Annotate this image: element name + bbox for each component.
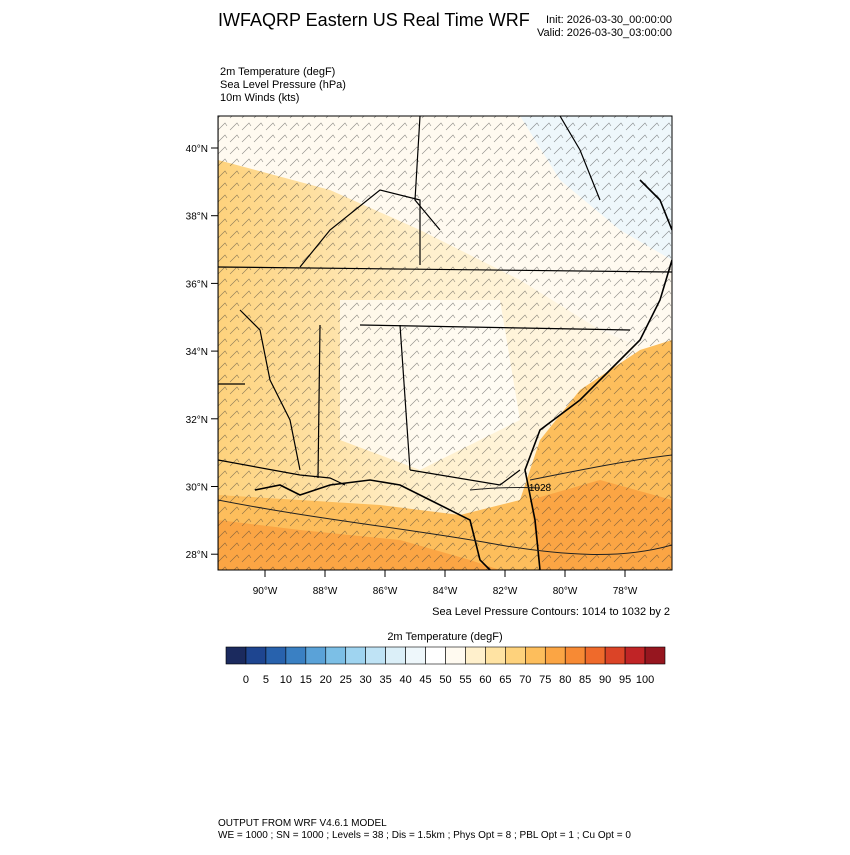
colorbar-label: 80: [559, 674, 571, 686]
colorbar-box: [624, 646, 646, 665]
colorbar-label: 0: [243, 674, 249, 686]
colorbar-box: [305, 646, 327, 665]
colorbar: 0 5 10 15 20 25 30 35 40 45 50 55 60 65 70 75 80 85 90 95 10…: [225, 646, 666, 686]
colorbar-box: [445, 646, 466, 665]
lat-tick-label: 28°N: [186, 550, 208, 561]
colorbar-box: [225, 646, 247, 665]
field-list: 2m Temperature (degF)Sea Level Pressure …: [220, 66, 346, 104]
field-label: Sea Level Pressure (hPa): [220, 79, 346, 91]
colorbar-label: 95: [619, 674, 631, 686]
map: [218, 116, 672, 570]
colorbar-box: [544, 646, 566, 665]
colorbar-box: [604, 646, 626, 665]
colorbar-label: 10: [280, 674, 292, 686]
colorbar-box: [345, 646, 366, 665]
lon-tick-label: 84°W: [433, 586, 458, 597]
colorbar-label: 100: [636, 674, 654, 686]
wind-barbs: [218, 116, 672, 570]
colorbar-box: [245, 646, 267, 665]
colorbar-label: 65: [499, 674, 511, 686]
colorbar-label: 30: [360, 674, 372, 686]
axis-ticks: 40°N 38°N 36°N 34°N 32°N 30°N 28°N 90°W 88°W 86°W…: [186, 144, 638, 597]
coastline: [254, 179, 672, 570]
lon-tick-label: 78°W: [613, 586, 638, 597]
colorbar-box: [385, 646, 406, 665]
lat-tick-label: 40°N: [186, 144, 208, 155]
footer-line: WE = 1000 ; SN = 1000 ; Levels = 38 ; Di…: [218, 830, 631, 841]
colorbar-label: 45: [419, 674, 431, 686]
colorbar-box: [465, 646, 486, 665]
valid-time: Valid: 2026-03-30_03:00:00: [537, 27, 672, 39]
colorbar-box: [525, 646, 546, 665]
colorbar-label: 55: [459, 674, 471, 686]
pressure-contours: [218, 454, 672, 555]
colorbar-label: 35: [380, 674, 392, 686]
lon-tick-label: 90°W: [253, 586, 278, 597]
colorbar-label: 90: [599, 674, 611, 686]
colorbar-box: [564, 646, 586, 665]
colorbar-box: [405, 646, 426, 665]
colorbar-label: 5: [263, 674, 269, 686]
colorbar-box: [505, 646, 526, 665]
lat-tick-label: 32°N: [186, 415, 208, 426]
field-label: 2m Temperature (degF): [220, 66, 335, 78]
colorbar-box: [325, 646, 347, 665]
colorbar-title: 2m Temperature (degF): [387, 631, 502, 643]
lat-tick-label: 38°N: [186, 212, 208, 223]
title: IWFAQRP Eastern US Real Time WRF: [218, 10, 530, 30]
lat-tick-label: 30°N: [186, 483, 208, 494]
colorbar-box: [584, 646, 606, 665]
colorbar-box: [265, 646, 287, 665]
colorbar-label: 60: [479, 674, 491, 686]
lon-tick-label: 86°W: [373, 586, 398, 597]
lon-tick-label: 80°W: [553, 586, 578, 597]
lat-tick-label: 34°N: [186, 347, 208, 358]
colorbar-label: 40: [399, 674, 411, 686]
colorbar-label: 20: [320, 674, 332, 686]
footer-line: OUTPUT FROM WRF V4.6.1 MODEL: [218, 818, 387, 829]
contour-label: 1028: [529, 483, 552, 494]
colorbar-label: 15: [300, 674, 312, 686]
lon-tick-label: 82°W: [493, 586, 518, 597]
colorbar-box: [285, 646, 307, 665]
contour-note: Sea Level Pressure Contours: 1014 to 103…: [432, 606, 670, 618]
colorbar-label: 25: [340, 674, 352, 686]
colorbar-box: [485, 646, 506, 665]
colorbar-label: 70: [519, 674, 531, 686]
lat-tick-label: 36°N: [186, 279, 208, 290]
colorbar-label: 50: [439, 674, 451, 686]
field-label: 10m Winds (kts): [220, 92, 299, 104]
borders: [218, 116, 672, 570]
lon-tick-label: 88°W: [313, 586, 338, 597]
colorbar-label: 75: [539, 674, 551, 686]
colorbar-box: [365, 646, 386, 665]
colorbar-label: 85: [579, 674, 591, 686]
init-time: Init: 2026-03-30_00:00:00: [546, 14, 672, 26]
colorbar-box: [644, 646, 666, 665]
colorbar-box: [425, 646, 446, 665]
